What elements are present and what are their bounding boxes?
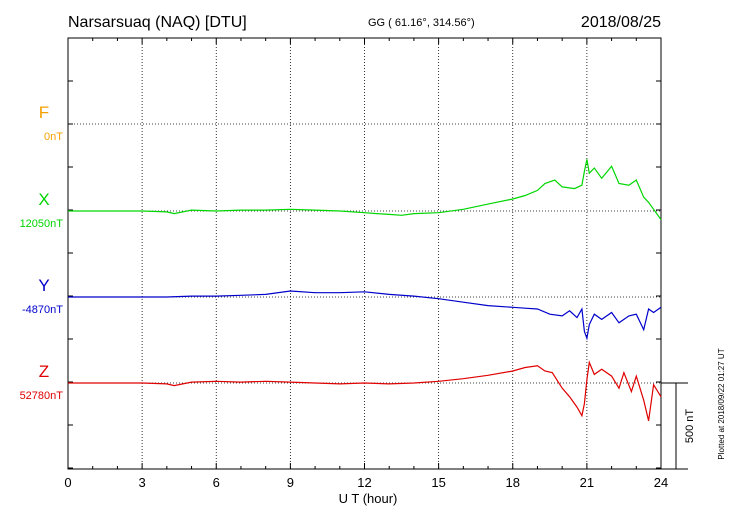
x-tick-label-21: 21 [580, 475, 594, 490]
scale-bar [661, 382, 688, 470]
trace-z [68, 360, 662, 421]
series-name-z: Z [39, 362, 49, 381]
x-tick-label-12: 12 [357, 475, 371, 490]
x-tick-label-6: 6 [213, 475, 220, 490]
series-baseline-y: -4870nT [22, 304, 63, 316]
x-tick-label-18: 18 [506, 475, 520, 490]
plotted-at-note: Plotted at 2018/09/22 01:27 UT [717, 348, 726, 459]
station-title: Narsarsuaq (NAQ) [DTU] [68, 14, 247, 31]
series-baseline-z: 52780nT [20, 390, 64, 402]
series-name-y: Y [38, 276, 49, 295]
grid-lines [68, 38, 661, 469]
x-tick-label-3: 3 [139, 475, 146, 490]
x-tick-label-15: 15 [431, 475, 445, 490]
x-axis-label: U T (hour) [339, 491, 398, 506]
x-tick-label-24: 24 [654, 475, 668, 490]
scale-bar-label: 500 nT [684, 409, 696, 444]
series-labels: F 0nT X 12050nT Y -4870nT Z 52780nT [20, 103, 64, 402]
data-traces [68, 159, 662, 421]
date-label: 2018/08/25 [581, 14, 661, 31]
x-tick-label-9: 9 [287, 475, 294, 490]
series-baseline-x: 12050nT [20, 218, 64, 230]
trace-x [68, 159, 662, 220]
series-name-x: X [38, 190, 49, 209]
axis-ticks: 0 3 6 9 12 15 18 21 24 [64, 38, 668, 490]
coordinates-label: GG ( 61.16°, 314.56°) [368, 17, 475, 29]
series-name-f: F [39, 103, 49, 122]
x-tick-label-0: 0 [64, 475, 71, 490]
trace-y [68, 290, 662, 341]
series-baseline-f: 0nT [44, 131, 63, 143]
